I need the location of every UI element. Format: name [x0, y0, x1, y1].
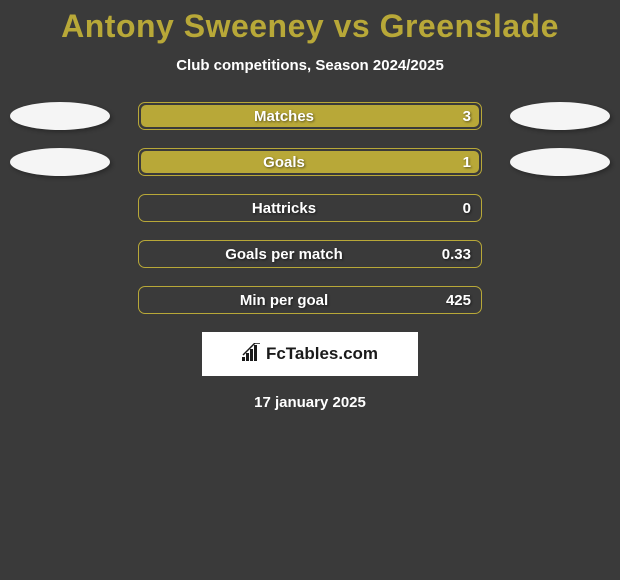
stat-row-matches: Matches 3	[0, 102, 620, 130]
stat-label: Goals	[113, 149, 455, 177]
stat-bar: Goals 1	[138, 148, 482, 176]
stat-label: Min per goal	[113, 287, 455, 315]
right-ellipse	[510, 148, 610, 176]
left-ellipse	[10, 148, 110, 176]
stat-bar: Hattricks 0	[138, 194, 482, 222]
stat-value: 0	[463, 195, 471, 223]
stat-row-goals-per-match: Goals per match 0.33	[0, 240, 620, 268]
stat-label: Goals per match	[113, 241, 455, 269]
stats-area: Matches 3 Goals 1 Hattricks 0	[0, 102, 620, 314]
left-ellipse	[10, 102, 110, 130]
right-ellipse	[510, 102, 610, 130]
subtitle: Club competitions, Season 2024/2025	[0, 57, 620, 74]
stat-bar: Min per goal 425	[138, 286, 482, 314]
stat-bar: Matches 3	[138, 102, 482, 130]
logo-box[interactable]: FcTables.com	[202, 332, 418, 376]
main-container: Antony Sweeney vs Greenslade Club compet…	[0, 0, 620, 411]
stat-value: 3	[463, 103, 471, 131]
logo-label: FcTables.com	[266, 344, 378, 364]
stat-label: Hattricks	[113, 195, 455, 223]
stat-value: 425	[446, 287, 471, 315]
stat-label: Matches	[113, 103, 455, 131]
page-title: Antony Sweeney vs Greenslade	[0, 8, 620, 45]
stat-row-hattricks: Hattricks 0	[0, 194, 620, 222]
stat-row-min-per-goal: Min per goal 425	[0, 286, 620, 314]
chart-icon	[242, 343, 262, 366]
stat-value: 0.33	[442, 241, 471, 269]
date-text: 17 january 2025	[0, 394, 620, 411]
stat-row-goals: Goals 1	[0, 148, 620, 176]
stat-value: 1	[463, 149, 471, 177]
stat-bar: Goals per match 0.33	[138, 240, 482, 268]
logo-text: FcTables.com	[242, 343, 378, 366]
